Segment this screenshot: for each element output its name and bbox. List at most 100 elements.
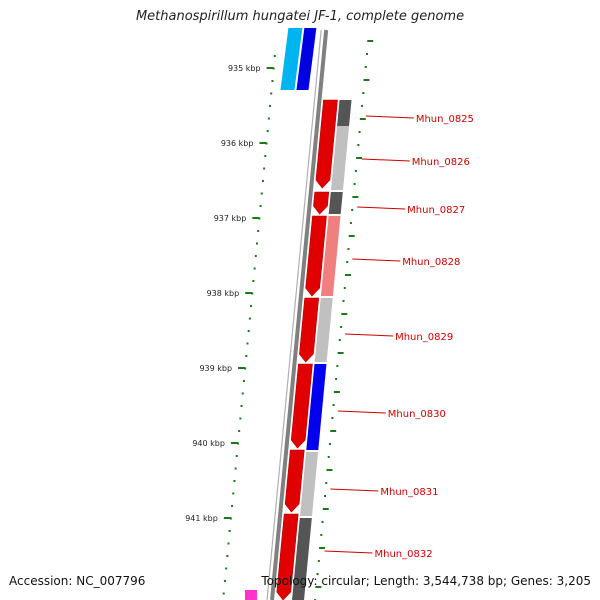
- scale-major-tick: [245, 292, 253, 294]
- gene-block: [306, 364, 327, 450]
- gene-block: [292, 518, 312, 600]
- downstream-gene-magenta: [244, 590, 257, 600]
- gc-dot: [363, 79, 370, 81]
- scale-minor-tick: [227, 542, 230, 545]
- scale-ticks: 935 kbp 936 kbp 937 kbp 938 kbp 939 kbp 940 k…: [185, 55, 276, 595]
- scale-minor-tick: [263, 167, 266, 170]
- scale-major-tick: [230, 442, 238, 444]
- gc-dot: [324, 495, 326, 497]
- scale-major-tick: [259, 142, 267, 144]
- scale-minor-tick: [225, 567, 228, 570]
- gc-content-track: [314, 40, 374, 600]
- scale-minor-tick: [247, 330, 250, 332]
- gene-label-mhun-0832: Mhun_0832: [374, 549, 432, 560]
- scale-minor-tick: [269, 105, 272, 107]
- gc-dot: [333, 391, 340, 393]
- gene-label-leader: [330, 488, 379, 492]
- scale-minor-tick: [272, 67, 275, 70]
- scale-minor-tick: [241, 392, 244, 395]
- scale-minor-tick: [248, 317, 251, 320]
- gene-labels: Mhun_0825 Mhun_0826 Mhun_0827 Mhun_0828 Mhun…: [324, 114, 474, 560]
- scale-minor-tick: [229, 517, 232, 520]
- genome-summary: Topology: circular; Length: 3,544,738 bp…: [261, 574, 591, 588]
- scale-minor-tick: [255, 242, 258, 245]
- gc-dot: [328, 443, 331, 445]
- scale-tick-label: 939 kbp: [199, 364, 232, 373]
- gene-arrow: [315, 99, 338, 189]
- scale-minor-tick: [232, 492, 235, 495]
- gc-dot: [326, 469, 333, 471]
- gc-dot: [342, 300, 345, 302]
- gene-block: [300, 452, 319, 516]
- genome-backbone: [266, 29, 329, 600]
- gene-arrow: [284, 449, 305, 513]
- scale-minor-tick: [246, 342, 249, 345]
- backbone-outer-line: [270, 29, 329, 600]
- gc-dot: [320, 534, 323, 536]
- scale-minor-tick: [223, 580, 226, 582]
- scale-minor-tick: [251, 292, 254, 295]
- gene-label-leader: [365, 115, 414, 119]
- scale-minor-tick: [258, 217, 261, 220]
- gc-dot: [325, 482, 328, 484]
- gene-label-leader: [337, 410, 386, 414]
- gene-label-mhun-0829: Mhun_0829: [395, 332, 453, 343]
- gene-track: [244, 99, 352, 600]
- gene-block: [314, 298, 333, 362]
- gene-label-mhun-0830: Mhun_0830: [388, 409, 446, 420]
- scale-minor-tick: [238, 430, 241, 432]
- scale-minor-tick: [235, 455, 238, 457]
- scale-minor-tick: [271, 80, 274, 82]
- scale-minor-tick: [242, 380, 245, 382]
- scale-major-tick: [223, 517, 231, 519]
- gene-label-mhun-0825: Mhun_0825: [416, 114, 474, 125]
- scale-major-tick: [266, 67, 274, 69]
- accession-text: Accession: NC_007796: [9, 574, 146, 588]
- scale-minor-tick: [254, 255, 257, 257]
- gene-label-leader: [357, 206, 406, 210]
- gc-dot: [354, 170, 357, 172]
- upstream-gene-cyan: [280, 28, 303, 90]
- scale-minor-tick: [226, 555, 229, 557]
- scale-tick-label: 935 kbp: [228, 64, 261, 73]
- scale-minor-tick: [266, 130, 269, 132]
- scale-minor-tick: [234, 467, 237, 470]
- gene-label-leader: [345, 333, 394, 337]
- gc-dot: [346, 261, 349, 263]
- gene-label-leader: [352, 258, 401, 262]
- scale-minor-tick: [261, 180, 264, 182]
- gc-dot: [364, 66, 367, 68]
- scale-minor-tick: [228, 530, 231, 532]
- gc-dot: [347, 248, 350, 250]
- gc-dot: [322, 508, 329, 510]
- gene-arrow: [305, 215, 327, 297]
- gc-dot: [365, 53, 368, 55]
- gc-dot: [327, 456, 330, 458]
- gene-label-mhun-0831: Mhun_0831: [380, 487, 438, 498]
- scale-minor-tick: [257, 230, 260, 232]
- scale-minor-tick: [250, 305, 253, 307]
- scale-minor-tick: [260, 192, 263, 195]
- gene-block: [328, 192, 343, 214]
- gc-dot: [335, 378, 338, 380]
- gc-dot: [362, 92, 365, 94]
- gc-dot: [358, 131, 361, 133]
- scale-minor-tick: [239, 417, 242, 420]
- scale-tick-label: 937 kbp: [214, 214, 247, 223]
- scale-minor-tick: [236, 442, 239, 445]
- scale-minor-tick: [244, 367, 247, 370]
- gc-dot: [321, 521, 324, 523]
- scale-tick-label: 940 kbp: [192, 439, 225, 448]
- gene-label-mhun-0827: Mhun_0827: [407, 205, 465, 216]
- gc-dot: [319, 547, 326, 549]
- gc-dot: [341, 313, 348, 315]
- gc-dot: [351, 209, 354, 211]
- gene-label-mhun-0828: Mhun_0828: [402, 257, 460, 268]
- gc-dot: [361, 105, 364, 107]
- gene-label-leader: [324, 550, 373, 554]
- gc-dot: [367, 40, 374, 42]
- gene-arrow: [313, 191, 330, 215]
- scale-minor-tick: [231, 505, 234, 507]
- genome-title: Methanospirillum hungatei JF-1, complete…: [135, 9, 465, 24]
